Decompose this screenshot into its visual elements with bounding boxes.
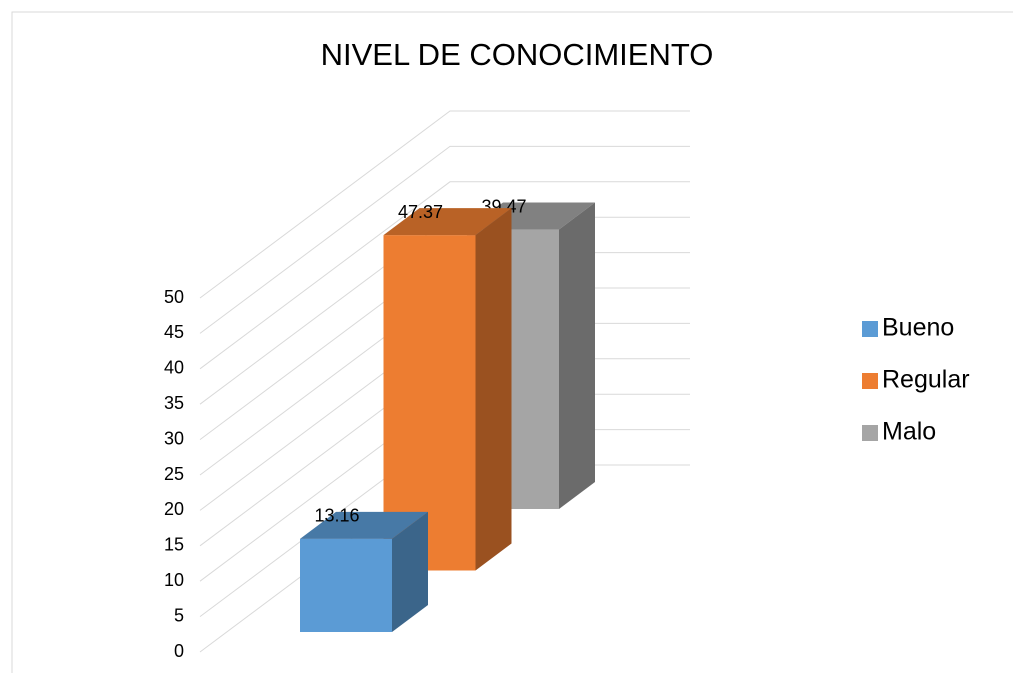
grid-line bbox=[199, 110, 690, 299]
chart-title: NIVEL DE CONOCIMIENTO bbox=[321, 37, 714, 72]
y-tick-label: 50 bbox=[164, 287, 184, 307]
legend-swatch bbox=[862, 321, 878, 337]
legend-label: Regular bbox=[882, 366, 970, 394]
legend-label: Bueno bbox=[882, 314, 954, 342]
bar-front bbox=[300, 538, 392, 632]
legend-label: Malo bbox=[882, 418, 936, 446]
legend-swatch bbox=[862, 373, 878, 389]
y-tick-label: 35 bbox=[164, 393, 184, 413]
data-label: 47.37 bbox=[398, 202, 443, 222]
bar-side bbox=[559, 202, 595, 509]
y-tick-label: 20 bbox=[164, 499, 184, 519]
y-tick-label: 5 bbox=[174, 605, 184, 625]
grid-line bbox=[199, 145, 690, 334]
y-tick-label: 25 bbox=[164, 464, 184, 484]
y-tick-label: 15 bbox=[164, 535, 184, 555]
legend-swatch bbox=[862, 425, 878, 441]
y-tick-label: 40 bbox=[164, 358, 184, 378]
grid-line bbox=[199, 181, 690, 370]
bar bbox=[383, 208, 512, 571]
data-label: 13.16 bbox=[314, 506, 359, 526]
y-tick-label: 45 bbox=[164, 322, 184, 342]
bar bbox=[300, 511, 428, 632]
bar-top bbox=[300, 511, 428, 539]
y-tick-label: 0 bbox=[174, 641, 184, 661]
bar-side bbox=[392, 511, 428, 632]
y-tick-label: 30 bbox=[164, 428, 184, 448]
y-tick-label: 10 bbox=[164, 570, 184, 590]
bar-top bbox=[383, 208, 512, 236]
bar-side bbox=[475, 208, 512, 571]
